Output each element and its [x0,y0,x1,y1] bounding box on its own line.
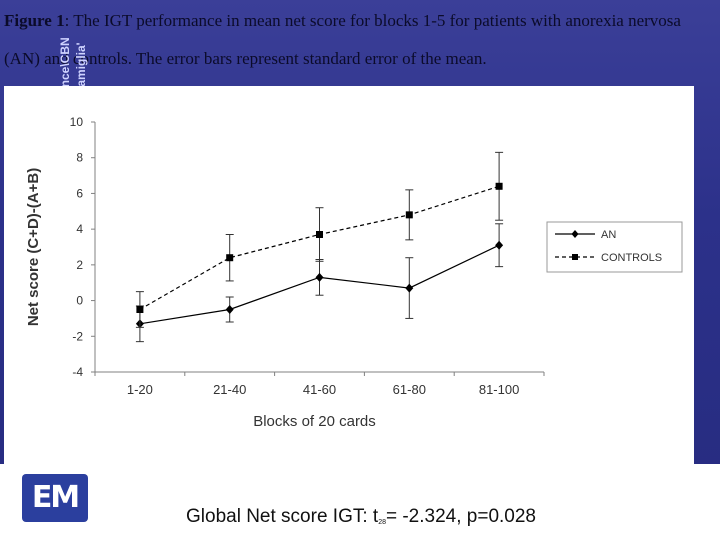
data-point-an [225,305,234,314]
y-axis-title: Net score (C+D)-(A+B) [25,168,42,326]
chart-panel: -4 -2 0 2 4 6 8 10 1-20 21-40 41-60 61-80 81-100 Bloc… [4,86,694,464]
data-point-an [495,240,504,250]
caption-line-1: Figure 1: The IGT performance in mean ne… [4,2,716,40]
y-tick-label: 2 [76,258,83,272]
global-net-score-statistic: Global Net score IGT: t28= -2.324, p=0.0… [186,506,536,528]
y-tick-label: -2 [72,329,83,343]
stat-suffix: = -2.324, p=0.028 [385,506,536,527]
caption-line-2: (AN) and controls. The error bars repres… [4,49,487,68]
data-point-controls [495,182,503,190]
x-axis-title: Blocks of 20 cards [253,413,376,430]
y-tick-label: 4 [76,222,83,236]
x-tick-label: 41-60 [303,382,336,397]
figure-label: Figure 1 [4,11,65,30]
legend-label-controls: CONTROLS [601,252,662,264]
y-tick-label: 10 [70,115,84,129]
data-point-an [315,272,324,282]
data-point-controls [405,211,413,219]
logo-text: EM [31,480,80,515]
stat-prefix: Global Net score IGT: t [186,506,379,527]
footer-bar [0,464,720,540]
data-point-controls [136,306,144,313]
x-tick-label: 21-40 [213,382,246,397]
y-tick-label: 6 [76,186,83,200]
data-point-controls [226,254,234,262]
x-tick-label: 1-20 [127,382,153,397]
y-tick-label: 0 [76,294,83,308]
line-chart: -4 -2 0 2 4 6 8 10 1-20 21-40 41-60 61-80 81-100 Bloc… [25,115,683,430]
y-tick-label: 8 [76,151,83,165]
data-point-controls [316,231,323,238]
legend-marker [572,254,578,260]
legend-box [546,221,683,273]
legend-marker [571,230,579,238]
stat-subscript: 28 [378,519,386,526]
figure-caption: Figure 1: The IGT performance in mean ne… [4,2,716,78]
caption-text-1: : The IGT performance in mean net score … [64,11,681,30]
x-tick-label: 81-100 [479,382,519,397]
x-tick-label: 61-80 [393,382,426,397]
legend-label-an: AN [601,229,616,241]
side-watermark-text: ence\CBN Famiglia' [56,14,100,94]
em-logo: EM [22,474,88,522]
y-tick-label: -4 [72,365,83,379]
data-point-an [405,283,414,293]
